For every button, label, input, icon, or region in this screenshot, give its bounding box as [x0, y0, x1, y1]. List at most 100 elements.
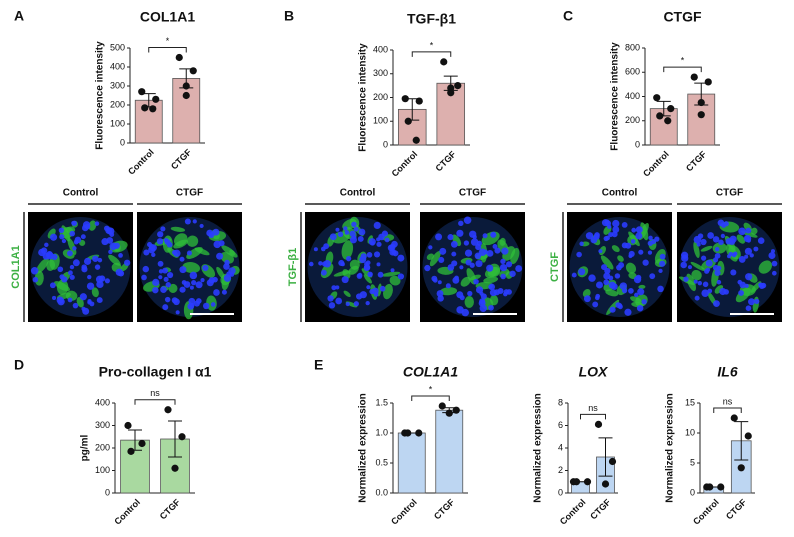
nucleus: [628, 288, 634, 294]
green-stain: [91, 287, 99, 298]
nucleus: [760, 282, 767, 289]
nucleus: [746, 238, 752, 243]
nucleus: [218, 240, 225, 247]
nucleus: [605, 220, 612, 227]
nucleus: [712, 257, 719, 263]
y-tick-label: 0: [635, 139, 640, 149]
green-stain: [221, 245, 238, 258]
green-stain: [88, 220, 97, 231]
data-point: [149, 105, 157, 113]
nucleus: [360, 253, 367, 260]
data-point: [594, 420, 603, 428]
nucleus: [195, 281, 203, 289]
nucleus: [714, 246, 720, 252]
nucleus: [603, 235, 609, 242]
data-point: [404, 117, 412, 125]
green-stain: [617, 255, 624, 262]
green-stain: [693, 241, 700, 258]
nucleus: [757, 237, 765, 245]
nucleus: [729, 235, 737, 243]
green-stain: [464, 296, 474, 308]
nucleus: [381, 230, 389, 237]
nucleus: [489, 289, 497, 297]
nucleus: [353, 301, 359, 307]
nucleus: [648, 235, 653, 241]
nucleus: [744, 283, 749, 289]
significance-bracket: [713, 407, 742, 413]
image-column-label: CTGF: [459, 188, 486, 199]
nucleus: [61, 276, 68, 283]
nucleus: [69, 274, 75, 280]
nucleus: [628, 253, 633, 259]
data-point: [124, 421, 132, 430]
nucleus: [438, 256, 445, 263]
x-tick-label: CTGF: [433, 149, 458, 174]
nucleus: [659, 253, 666, 260]
nucleus: [515, 265, 523, 273]
data-point: [447, 89, 455, 97]
nucleus: [737, 279, 743, 285]
nucleus: [94, 221, 100, 226]
nucleus: [621, 221, 628, 228]
nucleus: [42, 252, 50, 260]
green-stain: [35, 257, 49, 274]
data-point: [138, 439, 146, 448]
y-tick-label: 0: [105, 487, 110, 497]
nucleus: [186, 250, 192, 256]
significance-label: ns: [150, 388, 160, 398]
green-stain: [628, 231, 640, 247]
nucleus: [40, 247, 48, 254]
y-axis-label: Fluorescence intensity: [95, 41, 106, 150]
nucleus: [608, 232, 614, 238]
green-stain: [452, 234, 462, 247]
data-point: [690, 73, 698, 81]
data-point: [697, 111, 705, 119]
nucleus: [370, 241, 375, 246]
nucleus: [494, 247, 501, 254]
nucleus: [738, 256, 746, 263]
data-point: [440, 58, 448, 66]
nucleus: [72, 259, 80, 267]
nucleus: [345, 301, 350, 307]
nucleus: [184, 218, 191, 225]
green-stain: [600, 255, 614, 270]
y-tick-label: 0.5: [375, 457, 388, 467]
nucleus: [80, 234, 86, 240]
nucleus: [647, 240, 653, 246]
data-point: [653, 94, 661, 102]
stain-label: TGF-β1: [287, 248, 299, 287]
data-point: [141, 104, 149, 112]
nucleus: [92, 255, 99, 262]
data-point: [415, 97, 423, 105]
nucleus: [738, 290, 744, 296]
nucleus: [152, 278, 160, 287]
nucleus: [657, 285, 664, 293]
nucleus: [72, 302, 79, 309]
nucleus: [475, 260, 483, 268]
nucleus: [199, 223, 204, 229]
data-point: [182, 82, 190, 90]
nucleus: [72, 246, 77, 251]
nucleus: [683, 276, 689, 282]
nucleus: [483, 249, 489, 255]
green-stain: [381, 271, 401, 277]
nucleus: [373, 221, 381, 230]
nucleus: [476, 240, 482, 246]
nucleus: [696, 242, 701, 247]
green-stain: [483, 276, 499, 284]
nucleus: [323, 260, 332, 268]
nucleus: [87, 274, 92, 280]
nucleus: [309, 261, 314, 267]
nucleus: [61, 238, 67, 244]
nucleus: [113, 242, 120, 249]
significance-bracket: [411, 395, 450, 401]
green-stain: [67, 237, 77, 255]
green-stain: [220, 252, 234, 264]
nucleus: [745, 305, 752, 312]
nucleus: [345, 256, 352, 262]
y-tick-label: 100: [95, 465, 110, 475]
y-tick-label: 15: [685, 397, 695, 407]
nucleus: [459, 265, 464, 270]
nucleus: [635, 274, 642, 281]
nucleus: [179, 266, 187, 274]
